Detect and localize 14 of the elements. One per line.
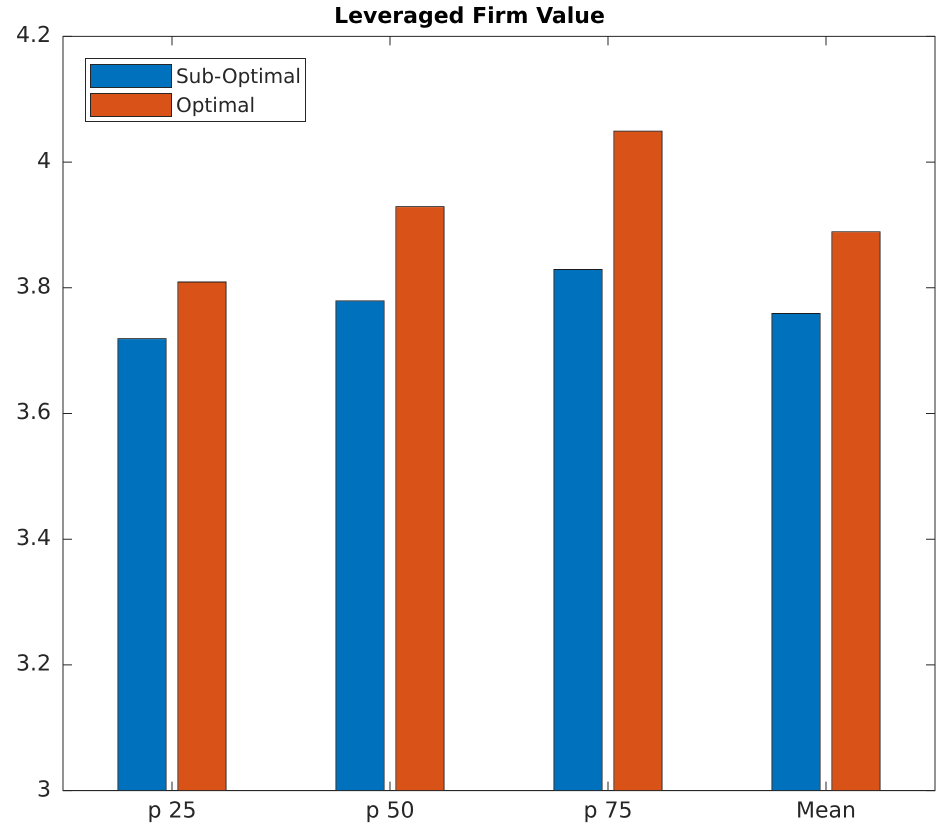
y-tick-label: 3.4 (16, 526, 51, 551)
y-tick-label: 3.2 (16, 652, 51, 677)
y-tick-label: 3.6 (16, 400, 51, 426)
y-tick-label: 4 (36, 148, 51, 174)
legend-label: Optimal (176, 92, 256, 117)
legend-label: Sub-Optimal (176, 64, 301, 88)
y-tick-label: 3 (36, 777, 51, 802)
y-tick-label: 4.2 (16, 23, 51, 48)
x-tick-label: p 75 (584, 798, 632, 824)
x-tick-label: Mean (796, 798, 856, 824)
x-tick-label: p 50 (366, 798, 414, 824)
y-tick-label: 3.8 (16, 274, 51, 300)
chart-title: Leveraged Firm Value (334, 4, 605, 29)
x-tick-label: p 25 (148, 798, 196, 824)
